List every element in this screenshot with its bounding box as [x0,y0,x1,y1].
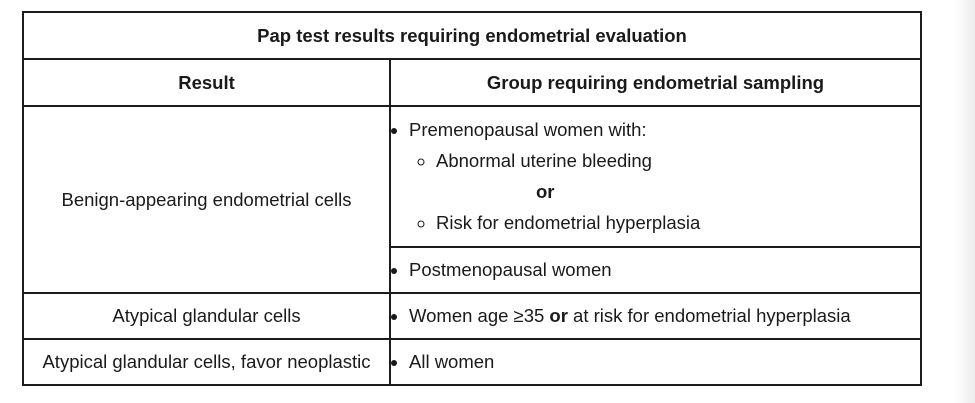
group-postmenopausal: Postmenopausal women [389,246,922,294]
table-title-row: Pap test results requiring endometrial e… [22,11,922,60]
result-atypical: Atypical glandular cells [22,292,391,340]
list-item: All women [409,347,920,377]
header-result: Result [22,58,391,107]
atypical-group-or: or [549,305,568,326]
or-connector: or [536,181,555,202]
result-neoplastic: Atypical glandular cells, favor neoplast… [22,338,391,386]
table-row: Benign-appearing endometrial cells Preme… [22,105,922,294]
bullet-list: All women [391,347,920,377]
bullet-list: Premenopausal women with: Abnormal uteri… [391,115,920,238]
table-header-row: Result Group requiring endometrial sampl… [22,58,922,107]
header-group: Group requiring endometrial sampling [389,58,922,107]
table-row: Atypical glandular cells Women age ≥35 o… [22,292,922,340]
premenopausal-lead: Premenopausal women with: [409,119,647,140]
group-premenopausal: Premenopausal women with: Abnormal uteri… [389,105,922,248]
sub-list-item: Risk for endometrial hyperplasia [436,207,920,238]
group-atypical: Women age ≥35 or at risk for endometrial… [389,292,922,340]
atypical-group-text-1: Women age ≥35 [409,305,550,326]
pap-results-table: Pap test results requiring endometrial e… [22,11,922,386]
table-row: Atypical glandular cells, favor neoplast… [22,338,922,386]
page-edge-shadow [955,0,975,403]
table-title: Pap test results requiring endometrial e… [22,11,922,60]
group-neoplastic: All women [389,338,922,386]
list-item: Postmenopausal women [409,255,920,285]
list-item: Premenopausal women with: Abnormal uteri… [409,115,920,238]
table-row: Postmenopausal women [23,246,922,294]
bullet-list: Postmenopausal women [391,255,920,285]
bullet-list: Women age ≥35 or at risk for endometrial… [391,301,920,331]
result-benign: Benign-appearing endometrial cells [22,105,391,294]
sub-bullet-list: Abnormal uterine bleeding or Risk for en… [409,145,920,238]
list-item: Women age ≥35 or at risk for endometrial… [409,301,920,331]
atypical-group-text-2: at risk for endometrial hyperplasia [567,305,851,326]
sub-list-item: Abnormal uterine bleeding [436,145,920,176]
